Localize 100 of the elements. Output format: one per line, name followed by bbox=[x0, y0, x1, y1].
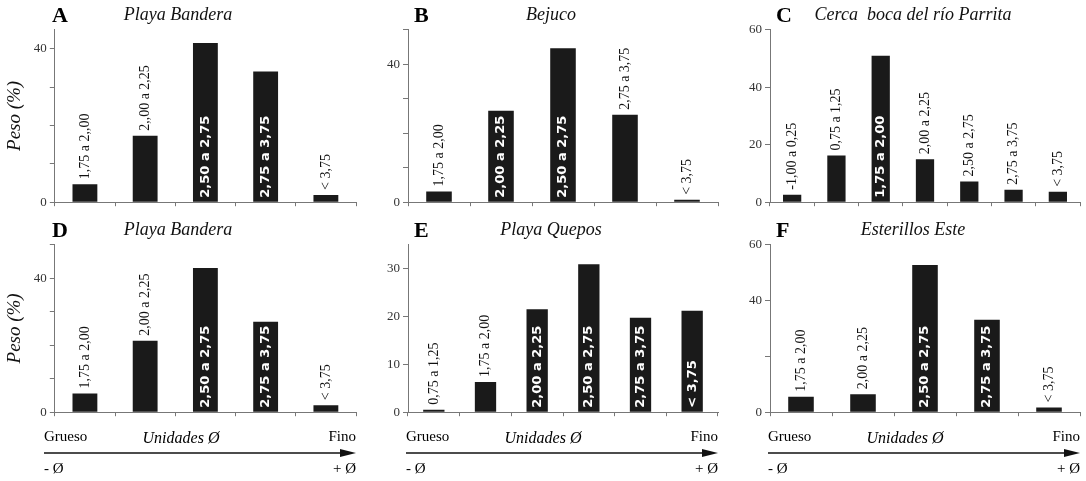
x-tick-label: 2,00 a 2,25 bbox=[492, 115, 508, 198]
x-tick-label: 2,,00 a 2,25 bbox=[136, 65, 152, 131]
text: D bbox=[52, 217, 68, 243]
x-tick-label: < 3,75 bbox=[1040, 366, 1056, 403]
bar bbox=[915, 159, 935, 202]
y-tick-label: 0 bbox=[40, 193, 47, 209]
y-tick-label: 0 bbox=[755, 403, 762, 419]
bar bbox=[192, 43, 218, 202]
text: Grueso bbox=[768, 428, 812, 445]
text: Fino bbox=[690, 428, 718, 445]
bar bbox=[788, 396, 814, 412]
text: A bbox=[52, 2, 68, 28]
y-tick-label: 40 bbox=[387, 55, 400, 71]
x-tick-label: < 3,75 bbox=[683, 360, 699, 408]
text: - Ø bbox=[406, 460, 426, 477]
x-tick-label: 1,75 a 2,00 bbox=[477, 314, 493, 378]
bar bbox=[960, 181, 979, 202]
x-tick-label: 2,75 a 3,75 bbox=[1005, 122, 1021, 185]
text: Grueso bbox=[406, 428, 450, 445]
x-tick-label: < 3,75 bbox=[1049, 150, 1065, 187]
text: + Ø bbox=[332, 460, 356, 477]
x-tick-label: 2,75 a 3,75 bbox=[616, 47, 632, 110]
bar bbox=[1036, 407, 1062, 412]
y-tick-label: 60 bbox=[749, 21, 762, 37]
text: Fino bbox=[1052, 428, 1080, 445]
y-tick-label: 60 bbox=[749, 236, 762, 252]
y-tick-label: 40 bbox=[33, 40, 47, 56]
y-tick-label: 20 bbox=[387, 307, 400, 323]
x-tick-label: 2,50 a 2,75 bbox=[196, 115, 212, 198]
text: + Ø bbox=[694, 460, 718, 477]
x-tick-label: 2,00 a 2,25 bbox=[854, 327, 870, 390]
bar bbox=[783, 194, 802, 202]
x-tick-label: 2,00 a 2,25 bbox=[916, 92, 932, 155]
x-axis-title: Unidades Ø bbox=[866, 429, 944, 446]
bar bbox=[132, 135, 158, 202]
chart-title: Esterillos Este bbox=[859, 218, 966, 239]
bar bbox=[912, 264, 938, 412]
x-tick-label: 2,50 a 2,75 bbox=[196, 325, 212, 408]
chart-title: Cerca boca del río Parrita bbox=[814, 3, 1012, 24]
x-tick-label: 2,50 a 2,75 bbox=[554, 115, 570, 198]
text: + Ø bbox=[1056, 460, 1080, 477]
x-tick-label: 2,75 a 3,75 bbox=[978, 325, 994, 408]
bar bbox=[192, 268, 218, 412]
bar bbox=[72, 184, 98, 202]
bar bbox=[1048, 191, 1067, 202]
text: - Ø bbox=[768, 460, 788, 477]
chart-title: Playa Quepos bbox=[499, 218, 602, 239]
x-tick-label: 1,75 a 2,00 bbox=[872, 115, 888, 198]
y-tick-label: 0 bbox=[393, 193, 400, 209]
y-tick-label: 0 bbox=[393, 403, 400, 419]
x-tick-label: 2,75 a 3,75 bbox=[631, 325, 647, 408]
x-tick-label: 2,50 a 2,75 bbox=[960, 114, 976, 177]
bar bbox=[426, 191, 452, 202]
y-tick-label: 20 bbox=[749, 136, 762, 152]
x-tick-label: 0,75 a 1,25 bbox=[828, 88, 844, 151]
text: Fino bbox=[328, 428, 356, 445]
y-tick-label: 10 bbox=[387, 355, 400, 371]
x-axis-title: Unidades Ø bbox=[142, 429, 220, 446]
x-tick-label: 2,00 a 2,25 bbox=[528, 325, 544, 408]
chart-title: Bejuco bbox=[526, 3, 576, 24]
bar bbox=[827, 155, 846, 202]
x-tick-label: 2,50 a 2,75 bbox=[916, 325, 932, 408]
bar bbox=[550, 48, 576, 202]
y-tick-label: 40 bbox=[749, 291, 762, 307]
bar bbox=[474, 382, 497, 412]
y-axis-title: Peso (%) bbox=[3, 293, 26, 365]
x-tick-label: 2,75 a 3,75 bbox=[257, 325, 273, 408]
text: E bbox=[414, 217, 429, 243]
x-tick-label: 2,50 a 2,75 bbox=[580, 325, 596, 408]
chart-title: Playa Bandera bbox=[122, 218, 233, 239]
x-tick-label: < 3,75 bbox=[317, 364, 333, 401]
bar bbox=[72, 393, 98, 412]
x-tick-label: 2,75 a 3,75 bbox=[257, 115, 273, 198]
bar bbox=[132, 340, 158, 412]
y-tick-label: 40 bbox=[749, 78, 762, 94]
text: F bbox=[776, 217, 790, 243]
y-tick-label: 40 bbox=[33, 269, 47, 285]
x-tick-label: 0,75 a 1,25 bbox=[425, 342, 441, 405]
bar bbox=[850, 394, 876, 412]
x-tick-label: < 3,75 bbox=[678, 158, 694, 195]
text: B bbox=[414, 2, 429, 28]
y-tick-label: 0 bbox=[755, 193, 762, 209]
x-tick-label: 1,75 a 2,00 bbox=[76, 326, 92, 389]
y-tick-label: 0 bbox=[40, 403, 47, 419]
bar bbox=[612, 114, 638, 202]
text: - Ø bbox=[44, 460, 64, 477]
x-tick-label: < 3,75 bbox=[317, 154, 333, 190]
bar bbox=[313, 405, 339, 412]
text: Grueso bbox=[44, 428, 88, 445]
x-axis-title: Unidades Ø bbox=[504, 429, 582, 446]
x-tick-label: 1,75 a 2,,00 bbox=[76, 113, 92, 180]
x-tick-label: 2,00 a 2,25 bbox=[136, 273, 152, 336]
x-tick-label: 1,75 a 2,00 bbox=[792, 329, 808, 392]
x-tick-label: -1,00 a 0,25 bbox=[783, 122, 799, 190]
x-tick-label: 1,75 a 2,00 bbox=[430, 124, 446, 187]
y-tick-label: 30 bbox=[387, 259, 400, 275]
y-axis-title: Peso (%) bbox=[3, 80, 26, 152]
chart-title: Playa Bandera bbox=[122, 3, 233, 24]
text: C bbox=[776, 2, 792, 28]
bar bbox=[313, 194, 339, 202]
